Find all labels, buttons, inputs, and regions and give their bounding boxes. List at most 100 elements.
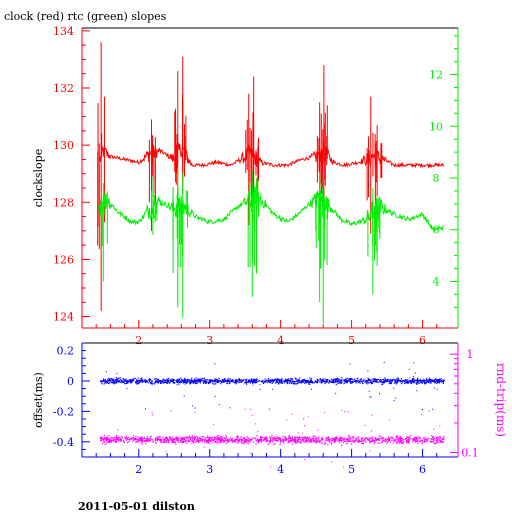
rnd-trip-point xyxy=(367,437,369,439)
offset-point xyxy=(130,381,132,383)
rnd-trip-point xyxy=(271,436,273,438)
y-tick-label: 134 xyxy=(53,25,74,38)
rnd-trip-point xyxy=(408,437,410,439)
offset-point xyxy=(125,380,127,382)
offset-point xyxy=(151,380,153,382)
rnd-trip-point xyxy=(312,440,315,442)
offset-point xyxy=(343,380,345,382)
rnd-trip-point xyxy=(141,440,143,442)
offset-point xyxy=(203,382,205,384)
offset-point xyxy=(437,380,439,382)
rnd-trip-point xyxy=(279,438,281,440)
rnd-trip-point xyxy=(217,442,219,444)
offset-point xyxy=(179,380,181,382)
offset-point xyxy=(199,379,201,382)
offset-point xyxy=(254,381,256,383)
rnd-trip-point xyxy=(416,439,418,441)
rnd-trip-point xyxy=(250,439,252,441)
rnd-trip-point xyxy=(346,443,348,445)
rnd-trip-point xyxy=(307,436,309,438)
rnd-trip-point xyxy=(355,439,357,441)
offset-point xyxy=(392,379,394,381)
offset-point xyxy=(171,379,173,382)
offset-point xyxy=(186,381,189,383)
rnd-trip-point xyxy=(382,439,384,442)
rnd-trip-point xyxy=(331,440,333,442)
rnd-trip-point xyxy=(140,439,142,441)
offset-point xyxy=(218,404,220,405)
offset-point xyxy=(406,381,408,383)
rnd-trip-point xyxy=(280,442,282,444)
offset-point xyxy=(377,378,380,381)
offset-point xyxy=(103,380,105,382)
rnd-trip-point xyxy=(114,436,116,438)
rnd-trip-point xyxy=(160,436,162,438)
offset-point xyxy=(200,382,202,384)
offset-point xyxy=(111,379,113,381)
offset-point xyxy=(223,379,225,381)
rnd-trip-point xyxy=(223,437,225,439)
rnd-trip-point xyxy=(259,439,261,441)
offset-point xyxy=(163,381,166,383)
rnd-trip-point xyxy=(421,439,423,442)
rnd-trip-point xyxy=(396,437,398,439)
rnd-trip-point xyxy=(168,442,170,444)
rnd-trip-point xyxy=(314,435,316,437)
rnd-trip-point xyxy=(300,442,302,444)
rnd-trip-point xyxy=(226,442,228,444)
offset-point xyxy=(390,382,392,384)
offset-point xyxy=(393,400,395,402)
rnd-trip-point xyxy=(104,438,107,440)
rnd-trip-point xyxy=(224,440,226,442)
rnd-trip-point xyxy=(219,437,221,439)
offset-point xyxy=(167,380,169,382)
rnd-trip-point xyxy=(207,437,209,439)
rnd-trip-point xyxy=(191,443,193,445)
offset-point xyxy=(391,381,393,383)
offset-point xyxy=(440,378,442,380)
offset-point xyxy=(276,379,278,381)
offset-point xyxy=(275,381,277,383)
offset-point xyxy=(156,380,158,382)
rnd-trip-point xyxy=(422,438,424,440)
rnd-trip-point xyxy=(173,442,175,444)
rnd-trip-point xyxy=(244,441,247,443)
rnd-trip-point xyxy=(265,441,268,443)
offset-point xyxy=(271,380,273,382)
rnd-trip-point xyxy=(241,438,243,441)
rnd-trip-point xyxy=(275,438,277,440)
offset-point xyxy=(226,380,228,383)
rnd-trip-point xyxy=(274,443,276,445)
rnd-trip-point xyxy=(104,436,106,439)
offset-point xyxy=(136,379,138,381)
rnd-trip-point xyxy=(399,443,401,445)
rnd-trip-point xyxy=(313,440,315,442)
offset-point xyxy=(178,378,180,380)
rnd-trip-point xyxy=(381,438,383,440)
offset-point xyxy=(241,380,243,382)
rnd-trip-point xyxy=(255,423,257,425)
offset-point xyxy=(144,378,146,381)
rnd-trip-point xyxy=(270,439,272,441)
offset-point xyxy=(131,380,134,382)
offset-point xyxy=(334,381,336,383)
offset-point xyxy=(250,378,252,380)
offset-point xyxy=(239,380,241,382)
rnd-trip-point xyxy=(269,441,271,443)
offset-point xyxy=(216,381,219,383)
offset-point xyxy=(207,382,210,384)
rnd-trip-point xyxy=(415,437,417,440)
rnd-trip-point xyxy=(424,441,426,443)
offset-point xyxy=(160,380,162,382)
offset-point xyxy=(319,381,321,383)
rnd-trip-point xyxy=(119,437,121,439)
offset-point xyxy=(150,382,152,384)
offset-point xyxy=(177,379,179,381)
rnd-trip-point xyxy=(325,440,327,442)
rnd-trip-point xyxy=(374,437,376,439)
rnd-trip-point xyxy=(198,441,200,443)
rnd-trip-point xyxy=(338,437,340,439)
offset-point xyxy=(437,379,439,381)
rnd-trip-point xyxy=(325,438,327,440)
